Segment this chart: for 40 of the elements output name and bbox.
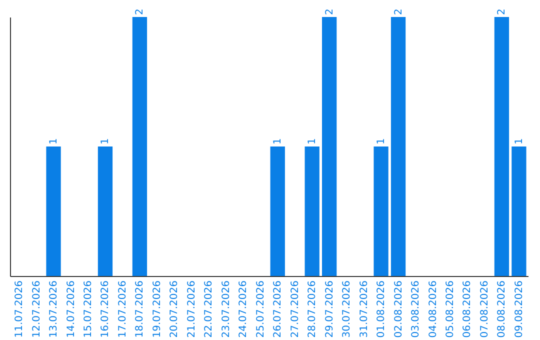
x-tick-label: 06.08.2026 bbox=[462, 280, 474, 338]
x-tick-label: 20.07.2026 bbox=[169, 280, 180, 338]
x-tick-label: 18.07.2026 bbox=[134, 280, 146, 338]
x-tick-label: 12.07.2026 bbox=[31, 280, 42, 338]
x-tick-label: 28.07.2026 bbox=[307, 280, 318, 338]
data-label: 1 bbox=[514, 138, 525, 144]
data-label: 2 bbox=[496, 8, 508, 15]
x-tick-label: 25.07.2026 bbox=[255, 280, 266, 338]
data-label: 1 bbox=[272, 138, 284, 144]
data-label: 1 bbox=[307, 138, 318, 144]
x-tick-label: 15.07.2026 bbox=[83, 280, 94, 338]
x-tick-label: 29.07.2026 bbox=[324, 280, 336, 338]
x-tick-label: 17.07.2026 bbox=[117, 280, 128, 338]
x-tick-label: 26.07.2026 bbox=[272, 280, 284, 338]
x-tick-label: 21.07.2026 bbox=[186, 280, 198, 338]
data-label: 2 bbox=[324, 8, 336, 15]
data-label: 1 bbox=[376, 138, 388, 144]
x-tick-label: 07.08.2026 bbox=[479, 280, 490, 338]
x-tick-label: 30.07.2026 bbox=[342, 280, 353, 338]
x-tick-label: 14.07.2026 bbox=[66, 280, 77, 338]
data-label: 1 bbox=[48, 138, 60, 144]
data-label: 2 bbox=[134, 8, 146, 15]
x-tick-label: 09.08.2026 bbox=[514, 280, 525, 338]
x-tick-label: 23.07.2026 bbox=[220, 280, 232, 338]
x-tick-label: 05.08.2026 bbox=[445, 280, 456, 338]
data-label: 1 bbox=[100, 138, 112, 144]
x-tick-label: 31.07.2026 bbox=[358, 280, 370, 338]
x-tick-label: 03.08.2026 bbox=[410, 280, 422, 338]
x-tick-label: 02.08.2026 bbox=[393, 280, 404, 338]
x-tick-label: 01.08.2026 bbox=[376, 280, 388, 338]
data-label: 2 bbox=[393, 8, 404, 15]
x-tick-label: 27.07.2026 bbox=[290, 280, 301, 338]
x-tick-label: 24.07.2026 bbox=[238, 280, 250, 338]
x-tick-label: 11.07.2026 bbox=[14, 280, 26, 338]
x-tick-label: 04.08.2026 bbox=[428, 280, 439, 338]
x-tick-label: 22.07.2026 bbox=[204, 280, 215, 338]
x-tick-label: 16.07.2026 bbox=[100, 280, 112, 338]
x-tick-label: 08.08.2026 bbox=[496, 280, 508, 338]
x-tick-label: 19.07.2026 bbox=[152, 280, 163, 338]
x-tick-label: 13.07.2026 bbox=[48, 280, 60, 338]
